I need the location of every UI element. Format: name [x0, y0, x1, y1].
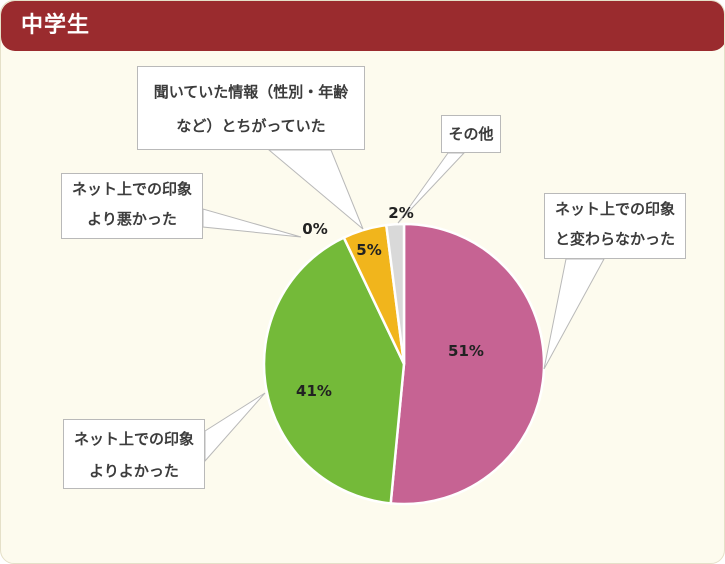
callout-pointer: [202, 208, 302, 238]
callout-line: と変わらなかった: [554, 230, 675, 248]
callout-pointer: [267, 149, 364, 230]
data-label: 51%: [448, 342, 484, 360]
callout-other: その他: [441, 115, 501, 153]
callout-line: その他: [448, 125, 494, 143]
page-title: 中学生: [21, 13, 91, 38]
callout-line: ネット上での印象: [73, 430, 194, 448]
header-bar: 中学生: [1, 1, 724, 51]
callout-worse-impression: ネット上での印象 より悪かった: [61, 173, 203, 239]
data-label: 0%: [302, 220, 327, 238]
callout-same-impression: ネット上での印象 と変わらなかった: [544, 193, 686, 259]
callout-pointer: [397, 152, 466, 224]
callout-line: ネット上での印象: [554, 200, 675, 218]
callout-different-info: 聞いていた情報（性別・年齢 など）とちがっていた: [137, 66, 365, 150]
callout-line: 聞いていた情報（性別・年齢: [153, 83, 349, 101]
data-label: 41%: [296, 382, 332, 400]
callout-better-impression: ネット上での印象 よりよかった: [63, 419, 205, 489]
data-label: 5%: [356, 241, 381, 259]
callout-pointer: [204, 392, 266, 463]
callout-pointer: [543, 258, 605, 370]
callout-line: ネット上での印象: [71, 180, 192, 198]
pie-slice: [262, 235, 406, 505]
callout-line: より悪かった: [87, 210, 177, 228]
pie-slice: [384, 222, 406, 365]
callout-line: など）とちがっていた: [176, 117, 326, 135]
data-label: 2%: [388, 204, 413, 222]
callout-line: よりよかった: [89, 462, 179, 480]
pie-slice: [389, 222, 546, 506]
